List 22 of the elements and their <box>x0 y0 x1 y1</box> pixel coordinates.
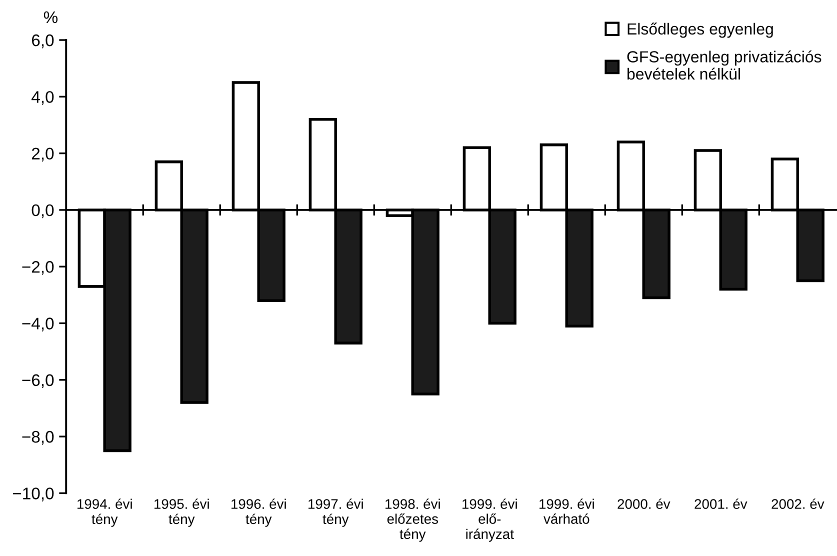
x-tick-label: 2000. év <box>618 498 670 509</box>
x-tick-label: 1996. évi tény <box>232 498 286 527</box>
y-tick-label: −2,0 <box>22 261 54 275</box>
x-tick-label: 1998. évi előzetes tény <box>386 498 440 542</box>
x-tick-label: 1999. évi várható <box>540 498 594 524</box>
y-axis-title: % <box>44 11 58 24</box>
y-tick-label: −4,0 <box>22 318 54 332</box>
y-tick-label: 2,0 <box>32 148 54 162</box>
x-tick-label: 1995. évi tény <box>154 498 209 527</box>
legend-label: GFS-egyenleg privatizációs bevételek nélkül <box>627 50 822 80</box>
x-tick-label: 2002. év <box>772 498 824 509</box>
x-tick-label: 1999. évi elő- irányzat <box>462 498 517 542</box>
y-tick-label: −8,0 <box>22 430 54 445</box>
y-tick-label: 6,0 <box>32 34 54 48</box>
x-tick-label: 1997. évi tény <box>308 498 363 527</box>
legend-label: Elsődleges egyenleg <box>628 22 773 38</box>
y-tick-label: −10,0 <box>12 488 54 502</box>
y-tick-label: 0,0 <box>32 204 54 218</box>
x-tick-label: 1994. évi tény <box>78 498 132 527</box>
y-tick-label: −6,0 <box>22 374 54 388</box>
y-tick-label: 4,0 <box>32 91 54 105</box>
x-tick-label: 2001. év <box>694 498 748 509</box>
